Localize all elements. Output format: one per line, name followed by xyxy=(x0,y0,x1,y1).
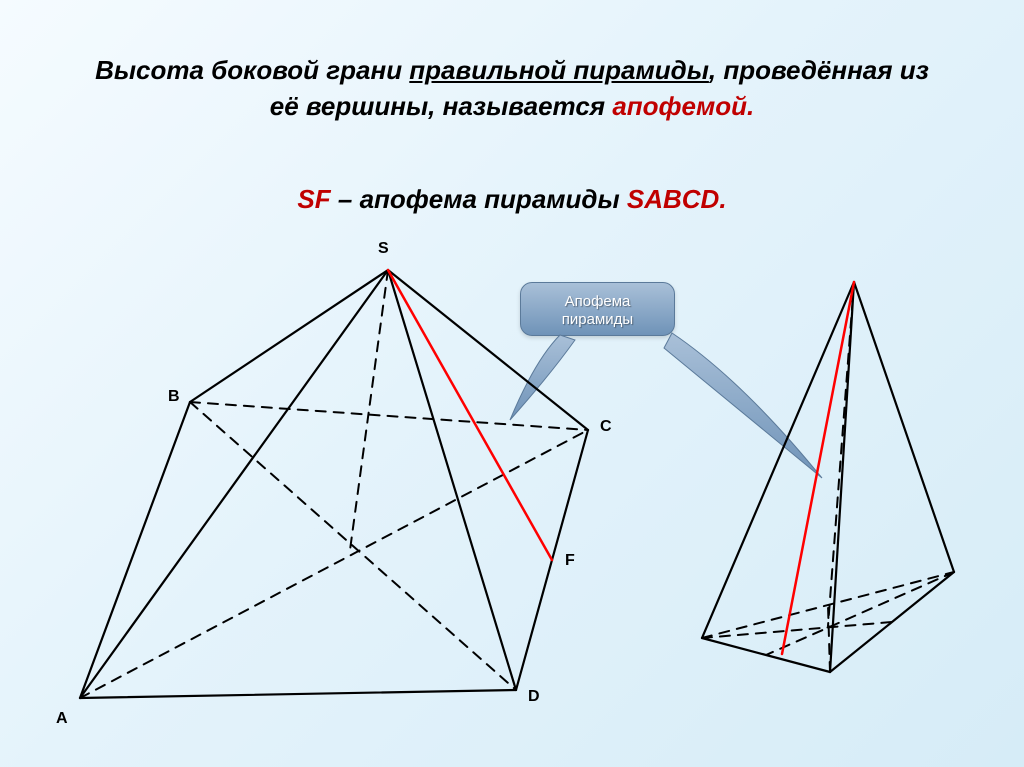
label-D: D xyxy=(528,688,540,706)
label-S: S xyxy=(378,240,389,258)
label-F: F xyxy=(565,552,575,570)
heading-part1: Высота боковой грани xyxy=(95,55,409,85)
pyramid-left xyxy=(50,250,630,740)
label-C: C xyxy=(600,418,612,436)
label-A: A xyxy=(56,710,68,728)
heading: Высота боковой грани правильной пирамиды… xyxy=(80,52,944,125)
sub-mid: – апофема пирамиды xyxy=(331,184,627,214)
sub-sf: SF xyxy=(297,184,330,214)
pyramid-right xyxy=(680,270,1000,700)
heading-underlined: правильной пирамиды xyxy=(409,55,709,85)
subheading: SF – апофема пирамиды SABCD. xyxy=(80,184,944,215)
sub-sabcd: SABCD. xyxy=(627,184,727,214)
heading-red: апофемой. xyxy=(612,91,754,121)
slide: Высота боковой грани правильной пирамиды… xyxy=(0,0,1024,767)
label-B: B xyxy=(168,388,180,406)
